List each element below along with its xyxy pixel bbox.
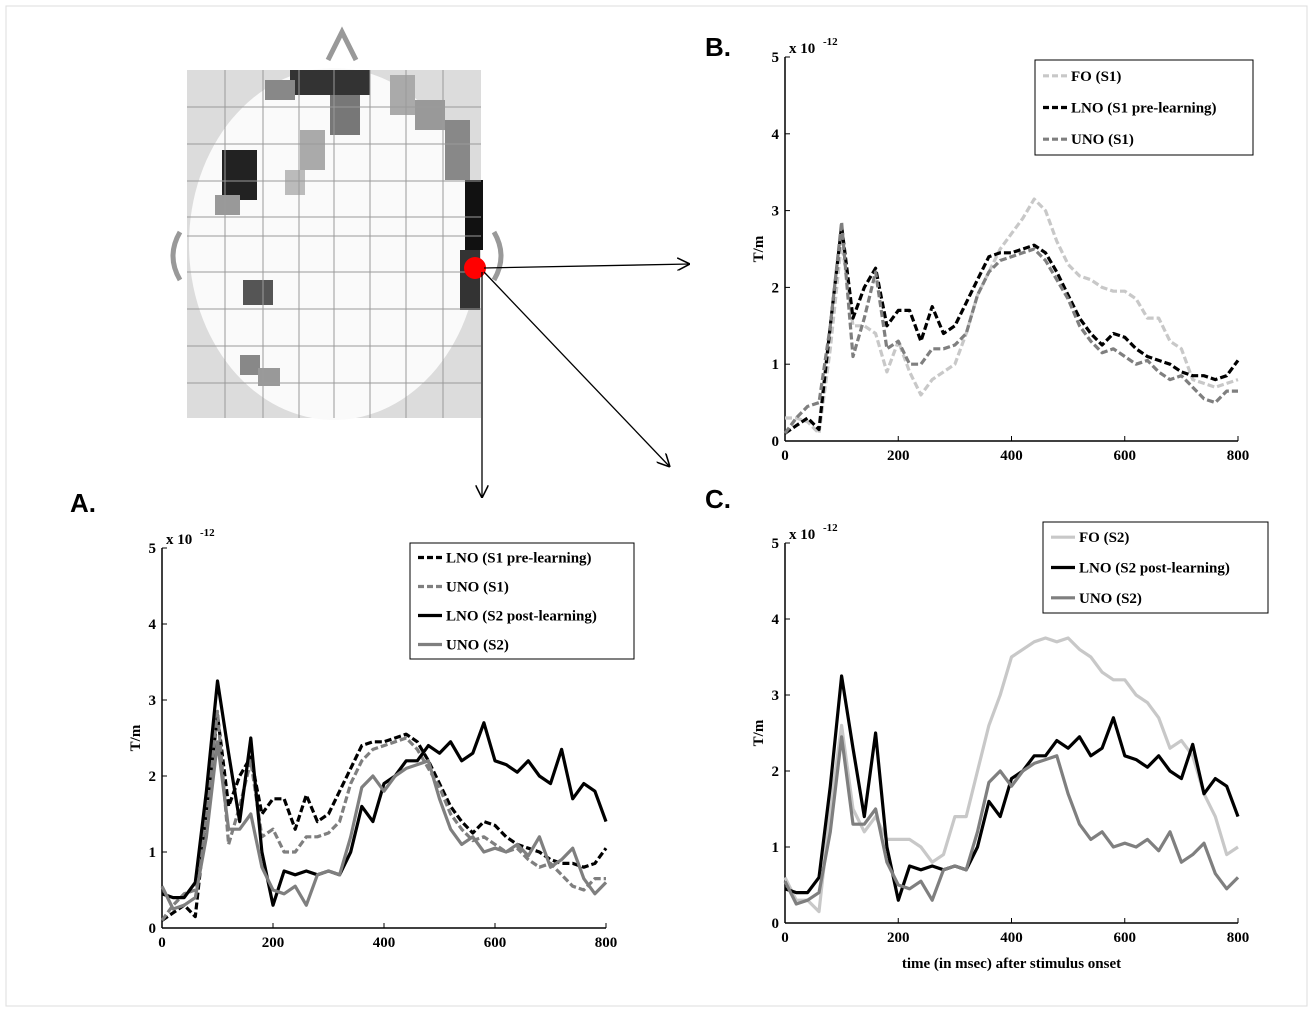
y-tick-label: 3 [772, 688, 780, 704]
x-tick-label: 0 [781, 930, 789, 946]
y-tick-label: 5 [149, 541, 157, 557]
y-tick-label: 1 [772, 840, 780, 856]
x-tick-label: 0 [158, 935, 166, 951]
legend-label: UNO (S2) [1079, 591, 1142, 607]
y-tick-label: 1 [772, 357, 780, 373]
x-tick-label: 200 [887, 930, 910, 946]
scale-base: x 10 [166, 532, 192, 548]
y-tick-label: 2 [149, 769, 157, 785]
y-tick-label: 2 [772, 280, 780, 296]
scale-base: x 10 [789, 527, 815, 543]
x-tick-label: 200 [262, 935, 285, 951]
legend-label: UNO (S2) [446, 638, 509, 654]
y-tick-label: 5 [772, 536, 780, 552]
y-axis-label: T/m [751, 235, 767, 262]
y-tick-label: 0 [772, 916, 780, 932]
y-tick-label: 3 [149, 693, 157, 709]
x-tick-label: 600 [1114, 930, 1137, 946]
y-tick-label: 2 [772, 764, 780, 780]
sensor-dot [464, 257, 486, 279]
y-tick-label: 3 [772, 204, 780, 220]
x-tick-label: 0 [781, 448, 789, 464]
x-tick-label: 400 [1000, 448, 1023, 464]
panel-label: B. [705, 32, 731, 62]
legend-label: FO (S2) [1079, 530, 1129, 546]
scale-exponent: -12 [823, 522, 838, 534]
legend-label: LNO (S2 post-learning) [1079, 561, 1230, 577]
x-tick-label: 800 [595, 935, 618, 951]
legend-label: LNO (S1 pre-learning) [446, 551, 592, 567]
y-tick-label: 4 [772, 127, 780, 143]
y-tick-label: 1 [149, 845, 157, 861]
y-tick-label: 4 [772, 612, 780, 628]
x-tick-label: 800 [1227, 448, 1250, 464]
figure: A.0123450200400600800x 10-12T/mLNO (S1 p… [0, 0, 1313, 1012]
scale-exponent: -12 [823, 36, 838, 48]
y-tick-label: 0 [149, 921, 157, 937]
y-tick-label: 4 [149, 617, 157, 633]
x-tick-label: 800 [1227, 930, 1250, 946]
panel-label: A. [70, 488, 96, 518]
legend-label: LNO (S1 pre-learning) [1071, 101, 1217, 117]
x-tick-label: 600 [484, 935, 507, 951]
x-tick-label: 200 [887, 448, 910, 464]
scale-exponent: -12 [200, 527, 215, 539]
x-axis-label: time (in msec) after stimulus onset [902, 956, 1121, 972]
panel-label: C. [705, 484, 731, 514]
legend-label: FO (S1) [1071, 69, 1121, 85]
legend-label: LNO (S2 post-learning) [446, 609, 597, 625]
legend-label: UNO (S1) [1071, 132, 1134, 148]
x-tick-label: 600 [1114, 448, 1137, 464]
y-axis-label: T/m [128, 724, 144, 751]
y-tick-label: 5 [772, 50, 780, 66]
y-tick-label: 0 [772, 434, 780, 450]
scale-base: x 10 [789, 41, 815, 57]
x-tick-label: 400 [1000, 930, 1023, 946]
legend-label: UNO (S1) [446, 580, 509, 596]
y-axis-label: T/m [751, 719, 767, 746]
topographic-map [173, 32, 501, 420]
x-tick-label: 400 [373, 935, 396, 951]
